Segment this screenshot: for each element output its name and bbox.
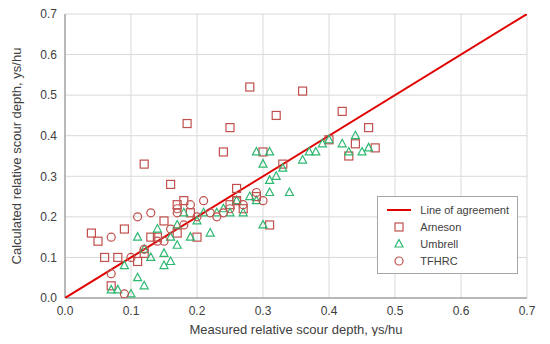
- svg-text:Measured relative scour depth,: Measured relative scour depth, ys/hu: [189, 322, 402, 336]
- html-text:Line of agreement: Line of agreement: [420, 203, 509, 216]
- html-text:Umbrell: Umbrell: [420, 237, 459, 250]
- html-text:Arneson: Arneson: [420, 220, 462, 233]
- svg-text:0.1: 0.1: [40, 251, 57, 265]
- svg-text:0.6: 0.6: [453, 304, 470, 318]
- svg-text:0.7: 0.7: [519, 304, 536, 318]
- svg-text:0.4: 0.4: [40, 129, 57, 143]
- html-text:TFHRC: TFHRC: [420, 254, 458, 267]
- svg-text:0.0: 0.0: [57, 304, 74, 318]
- svg-text:0.7: 0.7: [40, 8, 57, 21]
- svg-text:0.2: 0.2: [40, 210, 57, 224]
- svg-text:0.3: 0.3: [255, 304, 272, 318]
- svg-text:0.1: 0.1: [123, 304, 140, 318]
- svg-text:0.2: 0.2: [189, 304, 206, 318]
- svg-text:Calculated relative scour dept: Calculated relative scour depth, ys/hu: [9, 48, 24, 265]
- svg-text:0.5: 0.5: [40, 88, 57, 102]
- svg-text:0.6: 0.6: [40, 48, 57, 62]
- svg-text:0.3: 0.3: [40, 170, 57, 184]
- svg-text:0.0: 0.0: [40, 291, 57, 305]
- svg-text:0.5: 0.5: [387, 304, 404, 318]
- svg-text:0.4: 0.4: [321, 304, 338, 318]
